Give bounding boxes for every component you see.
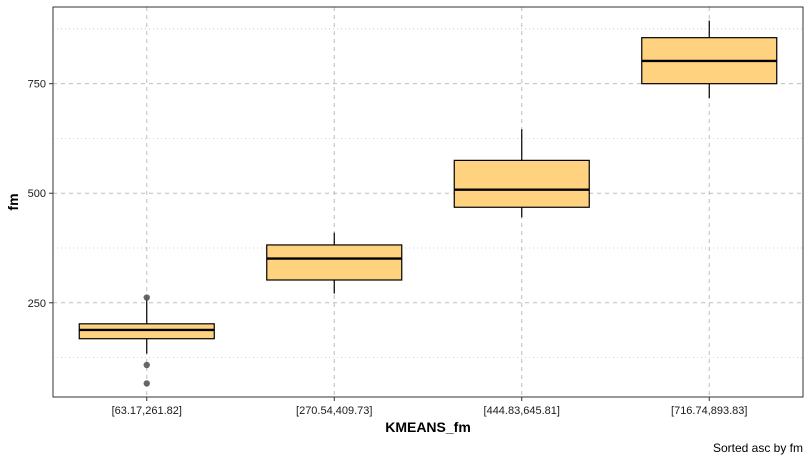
box-iqr xyxy=(453,159,590,208)
box-group xyxy=(78,294,215,387)
x-tick-label: [444.83,645.81] xyxy=(484,405,560,417)
outlier-point xyxy=(143,361,150,369)
box-group xyxy=(641,20,778,99)
y-tick-label: 250 xyxy=(28,298,46,310)
y-tick-label: 500 xyxy=(28,188,46,200)
box-series xyxy=(78,20,778,387)
x-axis-title: KMEANS_fm xyxy=(385,419,471,435)
outlier-point xyxy=(143,294,150,301)
x-tick-label: [716.74,893.83] xyxy=(671,405,747,417)
x-axis-ticks: [63.17,261.82] [270.54,409.73] [444.83,645… xyxy=(112,397,747,417)
plot-panel-border xyxy=(52,6,804,398)
outlier-point xyxy=(143,380,150,387)
x-tick-label: [270.54,409.73] xyxy=(296,405,372,417)
x-tick-label: [63.17,261.82] xyxy=(112,405,182,417)
box-group xyxy=(266,232,403,294)
box-group xyxy=(453,129,590,218)
chart-caption: Sorted asc by fm xyxy=(713,441,803,455)
box-iqr xyxy=(78,323,215,340)
y-axis-ticks: 250 500 750 xyxy=(28,79,53,310)
box-iqr xyxy=(266,244,403,281)
y-tick-label: 750 xyxy=(28,79,46,91)
y-axis-title: fm xyxy=(5,193,21,210)
